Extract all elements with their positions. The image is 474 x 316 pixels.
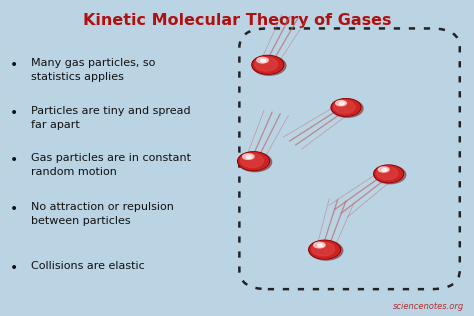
Text: Particles are tiny and spread
far apart: Particles are tiny and spread far apart xyxy=(31,106,191,130)
Text: No attraction or repulsion
between particles: No attraction or repulsion between parti… xyxy=(31,202,173,226)
Ellipse shape xyxy=(312,242,335,256)
Ellipse shape xyxy=(334,100,356,113)
Text: Gas particles are in constant
random motion: Gas particles are in constant random mot… xyxy=(31,153,191,177)
Ellipse shape xyxy=(378,167,389,172)
Text: Kinetic Molecular Theory of Gases: Kinetic Molecular Theory of Gases xyxy=(83,13,391,27)
Text: •: • xyxy=(9,261,18,275)
Ellipse shape xyxy=(382,168,387,171)
Text: •: • xyxy=(9,106,18,120)
Ellipse shape xyxy=(309,240,341,259)
Ellipse shape xyxy=(332,99,363,117)
Ellipse shape xyxy=(310,241,343,260)
Ellipse shape xyxy=(255,58,278,71)
Text: •: • xyxy=(9,153,18,167)
Ellipse shape xyxy=(314,242,325,248)
Text: •: • xyxy=(9,202,18,216)
Ellipse shape xyxy=(376,167,398,180)
Ellipse shape xyxy=(246,155,252,158)
Text: Many gas particles, so
statistics applies: Many gas particles, so statistics applie… xyxy=(31,58,155,82)
Ellipse shape xyxy=(261,59,266,62)
Ellipse shape xyxy=(252,55,284,74)
Ellipse shape xyxy=(253,56,283,73)
Ellipse shape xyxy=(253,56,286,75)
Ellipse shape xyxy=(318,244,323,247)
Ellipse shape xyxy=(332,99,360,116)
Text: •: • xyxy=(9,58,18,72)
Ellipse shape xyxy=(241,154,264,167)
Ellipse shape xyxy=(331,99,361,116)
Ellipse shape xyxy=(375,166,402,182)
Ellipse shape xyxy=(239,153,268,170)
Ellipse shape xyxy=(243,154,254,159)
Ellipse shape xyxy=(237,152,270,171)
Ellipse shape xyxy=(374,165,403,183)
Text: Collisions are elastic: Collisions are elastic xyxy=(31,261,145,271)
Ellipse shape xyxy=(336,100,346,106)
Ellipse shape xyxy=(310,241,339,258)
Ellipse shape xyxy=(339,102,344,105)
Ellipse shape xyxy=(374,166,406,184)
Ellipse shape xyxy=(257,58,268,63)
Ellipse shape xyxy=(238,153,272,172)
Text: sciencenotes.org: sciencenotes.org xyxy=(393,302,465,311)
